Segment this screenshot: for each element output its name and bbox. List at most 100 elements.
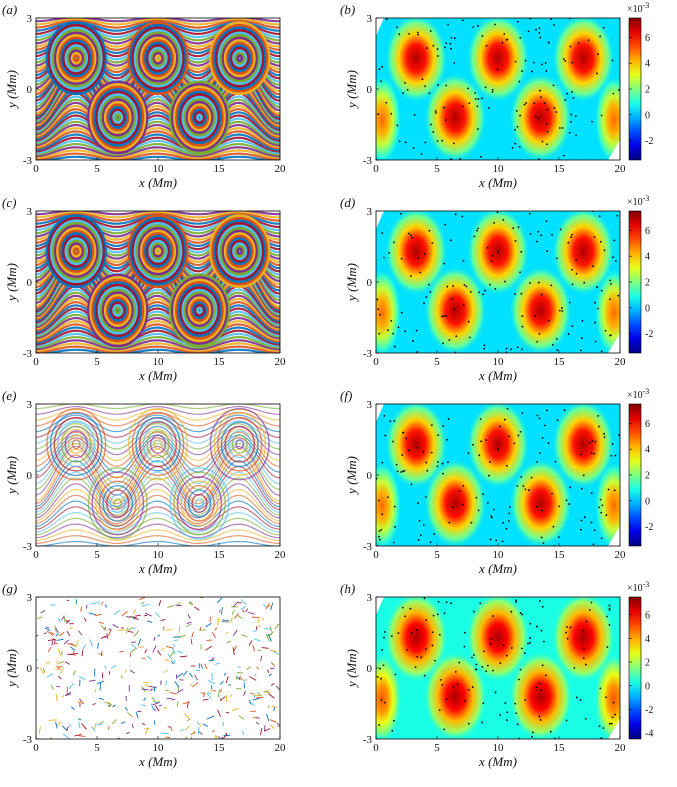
trajectory-segment [239, 677, 243, 681]
sample-point [538, 682, 541, 685]
vortex-trajectory [135, 31, 181, 85]
trajectory [36, 211, 280, 219]
sample-point [552, 525, 555, 528]
sample-point [541, 664, 544, 667]
sample-point [401, 606, 404, 609]
sample-point [609, 298, 611, 301]
sample-point [469, 290, 472, 293]
sample-point [476, 105, 479, 108]
sample-point [378, 538, 381, 541]
trajectory [36, 320, 280, 342]
sample-point [556, 349, 559, 351]
sample-point [493, 222, 495, 224]
trajectory-segment [261, 647, 269, 649]
sample-point [540, 96, 542, 99]
sample-point [408, 449, 411, 452]
sample-point [396, 470, 399, 473]
plot-area [36, 404, 280, 546]
sample-point [454, 671, 457, 673]
sample-point [503, 33, 506, 35]
vortex-trajectory [236, 54, 244, 63]
trajectory-segment [106, 633, 109, 639]
sample-point [584, 516, 586, 519]
sample-point [382, 664, 385, 667]
trajectory-segment [125, 616, 131, 618]
colorbar-exponent: ×10-3 [627, 1, 649, 15]
trajectory-segment [186, 623, 192, 628]
sample-point [416, 31, 419, 34]
sample-point [569, 486, 572, 489]
vortex-trajectory [168, 80, 231, 155]
sample-point [582, 647, 585, 650]
sample-point [436, 465, 439, 468]
sample-point [538, 31, 541, 34]
sample-point [426, 47, 428, 50]
sample-point [428, 229, 431, 232]
sample-point [521, 412, 524, 414]
sample-point [433, 659, 436, 662]
vortex-trajectory [154, 247, 162, 256]
trajectory-segment [266, 713, 270, 722]
sample-point [415, 629, 418, 632]
x-tick-label: 0 [373, 742, 379, 754]
vortex-trajectory [148, 239, 168, 263]
trajectory-segment [104, 635, 108, 638]
vortex-trajectory [93, 281, 143, 340]
vortex-trajectory [45, 21, 107, 96]
colorbar: 6 4 2 0 -2 ×10-3 [627, 194, 653, 354]
trajectory-segment [238, 675, 241, 679]
trajectory-segment [89, 639, 94, 647]
sample-point [436, 55, 439, 57]
y-tick-label: 3 [367, 592, 373, 604]
sample-point [404, 81, 406, 84]
sample-point [572, 97, 575, 99]
trajectory-segment [152, 701, 160, 706]
colorbar-tick-label: 2 [645, 471, 650, 482]
trajectory-segment [246, 666, 251, 670]
sample-point [494, 23, 496, 26]
trajectory [36, 335, 280, 349]
trajectory-segment [260, 727, 263, 736]
trajectory [36, 133, 280, 152]
trajectory-segment [143, 697, 146, 701]
sample-point [551, 233, 553, 236]
sample-point [472, 610, 475, 613]
sample-point [397, 632, 400, 635]
sample-point [505, 527, 508, 530]
sample-point [523, 652, 526, 655]
trajectory-segment [270, 724, 275, 729]
vortex-trajectory [110, 301, 126, 320]
sample-point [423, 597, 426, 600]
trajectory-segment [70, 646, 76, 651]
sample-point [437, 600, 440, 603]
sample-point [506, 654, 508, 657]
sample-point [606, 615, 608, 618]
sample-point [571, 233, 573, 236]
vortex-trajectory [173, 85, 226, 150]
sample-point [480, 155, 482, 158]
sample-point [577, 42, 580, 45]
plot-area [376, 211, 620, 353]
sample-point [422, 450, 425, 453]
sample-point [516, 485, 519, 487]
vortex-trajectory [193, 111, 205, 124]
blank-corner [376, 18, 384, 36]
sample-point [417, 502, 419, 505]
trajectory-segment [211, 730, 216, 733]
vortex-trajectory [173, 278, 226, 343]
heat-peak [466, 211, 530, 297]
vortex-trajectory [234, 51, 246, 65]
sample-point [378, 332, 381, 335]
blank-corner [376, 597, 384, 615]
sample-point [462, 484, 465, 487]
vortex-trajectory [66, 46, 86, 70]
trajectory [36, 294, 280, 329]
trajectory [36, 111, 280, 141]
sample-point [594, 321, 596, 324]
vortex-trajectory [195, 498, 204, 509]
trajectory-segment [253, 638, 261, 642]
sample-point [519, 37, 522, 39]
sample-point [468, 336, 471, 339]
sample-point [565, 625, 568, 628]
